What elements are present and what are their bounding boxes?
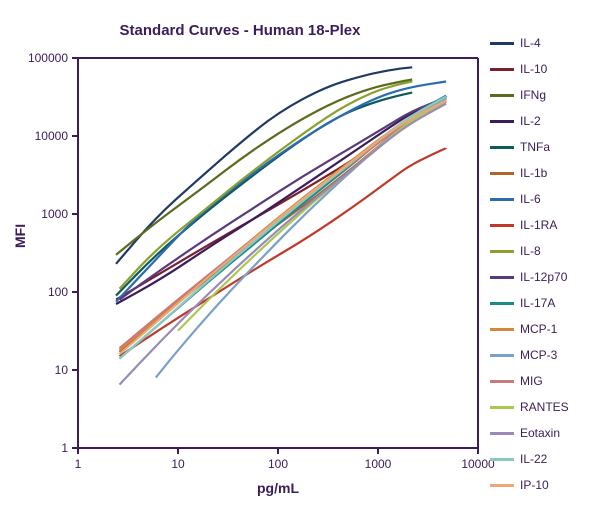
- legend-label: IL-1b: [520, 166, 547, 180]
- y-tick-label: 100000: [28, 51, 68, 65]
- legend-item: IL-22: [490, 446, 605, 472]
- legend-swatch: [490, 68, 514, 71]
- legend-item: MCP-1: [490, 316, 605, 342]
- legend-swatch: [490, 406, 514, 409]
- legend-swatch: [490, 458, 514, 461]
- legend-item: Eotaxin: [490, 420, 605, 446]
- legend-label: Eotaxin: [520, 426, 560, 440]
- legend-item: TNFa: [490, 134, 605, 160]
- y-axis-title: MFI: [12, 224, 28, 248]
- series-curve: [178, 101, 446, 330]
- legend-swatch: [490, 146, 514, 149]
- legend-swatch: [490, 276, 514, 279]
- chart-title: Standard Curves - Human 18-Plex: [0, 22, 480, 39]
- legend-swatch: [490, 172, 514, 175]
- legend-item: IL-4: [490, 30, 605, 56]
- legend-swatch: [490, 120, 514, 123]
- legend-swatch: [490, 380, 514, 383]
- legend-label: IL-6: [520, 192, 541, 206]
- series-curve: [119, 148, 446, 356]
- legend-swatch: [490, 94, 514, 97]
- y-tick-label: 10000: [35, 129, 69, 143]
- legend-swatch: [490, 432, 514, 435]
- legend-item: IL-8: [490, 238, 605, 264]
- series-curve: [116, 81, 446, 301]
- legend-swatch: [490, 354, 514, 357]
- legend-label: IL-22: [520, 452, 547, 466]
- x-tick-label: 1: [75, 457, 82, 471]
- plot-area: 110100100010000110100100010000100000: [78, 58, 478, 448]
- legend-label: RANTES: [520, 400, 569, 414]
- legend-item: MIG: [490, 368, 605, 394]
- legend-swatch: [490, 302, 514, 305]
- legend-swatch: [490, 42, 514, 45]
- y-tick-label: 100: [48, 285, 68, 299]
- y-tick-label: 1000: [41, 207, 68, 221]
- y-tick-label: 10: [55, 363, 69, 377]
- series-curve: [119, 97, 446, 359]
- legend-label: IL-8: [520, 244, 541, 258]
- chart-container: Standard Curves - Human 18-Plex MFI pg/m…: [0, 0, 608, 513]
- y-tick-label: 1: [61, 441, 68, 455]
- x-tick-label: 100: [268, 457, 288, 471]
- legend-item: IL-1b: [490, 160, 605, 186]
- legend-label: IL-4: [520, 36, 541, 50]
- legend-label: MCP-1: [520, 322, 557, 336]
- legend-label: IL-1RA: [520, 218, 557, 232]
- x-axis-title: pg/mL: [78, 480, 478, 496]
- legend-item: IL-2: [490, 108, 605, 134]
- legend-item: IFNg: [490, 82, 605, 108]
- legend-item: IL-17A: [490, 290, 605, 316]
- legend-item: IL-6: [490, 186, 605, 212]
- legend-item: RANTES: [490, 394, 605, 420]
- series-curve: [119, 81, 412, 288]
- legend-label: MCP-3: [520, 348, 557, 362]
- x-tick-label: 10: [171, 457, 185, 471]
- legend-item: IL-1RA: [490, 212, 605, 238]
- legend-label: TNFa: [520, 140, 550, 154]
- legend-label: MIG: [520, 374, 543, 388]
- legend-label: IP-10: [520, 478, 549, 492]
- legend-label: IL-12p70: [520, 270, 567, 284]
- legend-item: MCP-3: [490, 342, 605, 368]
- legend-label: IL-10: [520, 62, 547, 76]
- legend-label: IFNg: [520, 88, 546, 102]
- legend-swatch: [490, 484, 514, 487]
- legend-item: IL-12p70: [490, 264, 605, 290]
- legend-swatch: [490, 250, 514, 253]
- legend-swatch: [490, 198, 514, 201]
- legend-item: IP-10: [490, 472, 605, 498]
- legend-label: IL-2: [520, 114, 541, 128]
- x-tick-label: 1000: [365, 457, 392, 471]
- legend-label: IL-17A: [520, 296, 555, 310]
- legend-swatch: [490, 328, 514, 331]
- legend-item: IL-10: [490, 56, 605, 82]
- legend-swatch: [490, 224, 514, 227]
- legend: IL-4 IL-10 IFNg IL-2 TNFa IL-1b IL-6 IL-1RA IL-8…: [490, 30, 605, 498]
